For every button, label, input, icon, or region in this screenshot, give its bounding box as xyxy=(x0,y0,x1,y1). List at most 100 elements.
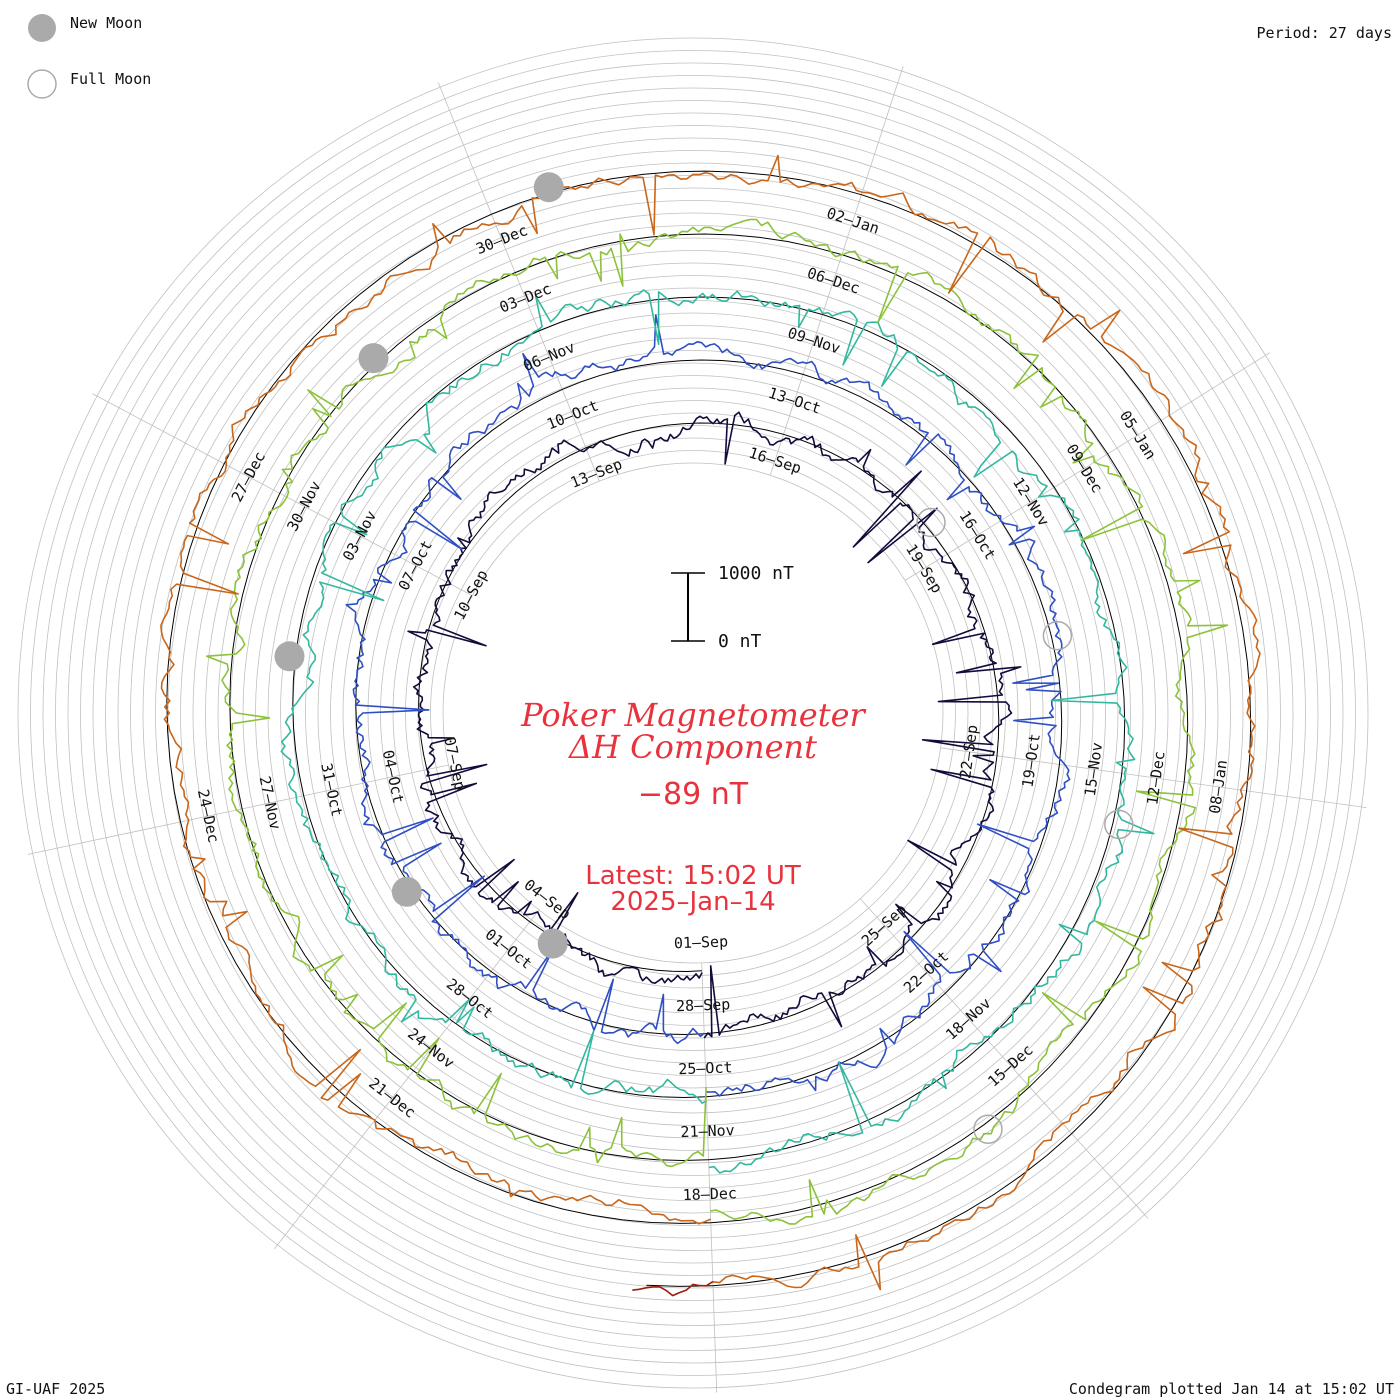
date-label: 25–Sep xyxy=(858,900,910,950)
grid-ring xyxy=(17,37,1369,1389)
current-value: −89 nT xyxy=(638,777,749,812)
latest-date: 2025–Jan–14 xyxy=(610,887,775,917)
grid-ring xyxy=(442,462,944,964)
grid-ring xyxy=(330,350,1056,1076)
data-trace xyxy=(407,411,1022,1039)
date-label: 19–Oct xyxy=(1019,732,1044,788)
date-label: 01–Sep xyxy=(674,932,729,952)
date-label: 16–Sep xyxy=(747,444,804,478)
grid-spoke xyxy=(274,909,540,1250)
grid-spoke xyxy=(92,393,473,596)
new-moon-marker xyxy=(274,641,305,672)
full-moon-marker xyxy=(973,1114,1003,1144)
moon-layer xyxy=(274,172,1134,1144)
chart-title-line2: ΔH Component xyxy=(567,728,817,766)
grid-ring xyxy=(167,187,1219,1239)
baseline-spiral xyxy=(166,170,1252,1287)
grid-ring xyxy=(242,262,1144,1164)
grid-ring xyxy=(380,400,1006,1026)
grid-ring xyxy=(155,175,1231,1251)
grid-spoke xyxy=(859,898,1149,1219)
full-moon-label: Full Moon xyxy=(70,70,151,88)
date-label: 31–Oct xyxy=(317,761,346,818)
date-label: 03–Dec xyxy=(497,280,554,317)
date-label: 25–Oct xyxy=(678,1058,733,1078)
date-label: 18–Dec xyxy=(682,1184,737,1204)
date-label: 30–Dec xyxy=(473,221,530,258)
grid-spoke xyxy=(437,82,600,482)
full-moon-icon xyxy=(27,69,57,99)
grid-ring xyxy=(392,412,994,1014)
grid-ring xyxy=(305,325,1081,1101)
date-label: 22–Sep xyxy=(956,724,981,780)
date-label: 13–Sep xyxy=(568,455,625,492)
date-label: 04–Oct xyxy=(379,748,408,805)
full-moon-marker xyxy=(916,507,946,538)
grid-ring xyxy=(217,237,1169,1189)
date-label: 27–Nov xyxy=(256,775,285,832)
credit-label: GI-UAF 2025 xyxy=(6,1380,105,1398)
new-moon-marker xyxy=(358,343,389,374)
latest-time: Latest: 15:02 UT xyxy=(585,861,801,891)
baseline-spiral xyxy=(292,296,1126,1161)
grid-ring xyxy=(55,75,1331,1351)
grid-ring xyxy=(317,337,1069,1089)
grid-ring xyxy=(117,137,1269,1289)
grid-spoke xyxy=(904,352,1270,581)
date-label: 27–Dec xyxy=(228,449,269,505)
grid-ring xyxy=(192,212,1194,1214)
date-label: 08–Jan xyxy=(1206,759,1231,815)
date-label: 12–Dec xyxy=(1143,750,1168,806)
plotted-label: Condegram plotted Jan 14 at 15:02 UT xyxy=(1069,1380,1394,1398)
grid-ring xyxy=(67,87,1319,1339)
new-moon-icon xyxy=(28,14,56,42)
date-label: 07–Sep xyxy=(440,735,469,792)
date-label: 28–Sep xyxy=(676,995,731,1015)
new-moon-label: New Moon xyxy=(70,14,142,32)
grid-ring xyxy=(80,100,1306,1326)
grid-spoke xyxy=(27,764,449,855)
date-label: 10–Oct xyxy=(544,396,601,433)
data-trace xyxy=(280,289,1155,1174)
grid-ring xyxy=(30,50,1356,1376)
grid-ring xyxy=(255,275,1131,1151)
scale-bar-top-label: 1000 nT xyxy=(718,563,794,584)
date-label: 13–Oct xyxy=(766,384,823,418)
grid-ring xyxy=(130,150,1256,1276)
date-label: 15–Nov xyxy=(1081,741,1106,797)
series-layer xyxy=(160,154,1261,1297)
grid-ring xyxy=(405,425,981,1001)
data-trace xyxy=(205,218,1229,1225)
legend: New Moon Full Moon xyxy=(27,14,151,99)
date-label: 06–Nov xyxy=(521,338,578,375)
full-moon-marker xyxy=(1104,809,1134,840)
grid-spoke xyxy=(940,747,1367,809)
grid-spoke xyxy=(701,962,718,1393)
grid-ring xyxy=(280,300,1106,1126)
grid-ring xyxy=(267,287,1119,1139)
grid-spoke xyxy=(769,66,904,476)
date-label: 24–Dec xyxy=(194,788,223,845)
grid-ring xyxy=(342,362,1044,1064)
scale-bar-bottom-label: 0 nT xyxy=(718,631,762,652)
date-label: 21–Nov xyxy=(680,1121,735,1141)
grid-ring xyxy=(430,450,956,976)
baseline-spiral xyxy=(418,422,1000,1035)
date-label: 22–Oct xyxy=(900,947,952,997)
date-label: 07–Oct xyxy=(395,537,436,593)
scale-bar: 1000 nT 0 nT xyxy=(671,563,794,652)
grid-ring xyxy=(180,200,1206,1226)
new-moon-marker xyxy=(533,172,564,203)
grid-ring xyxy=(205,225,1181,1201)
grid-ring xyxy=(92,112,1294,1314)
period-label: Period: 27 days xyxy=(1257,24,1392,42)
new-moon-marker xyxy=(537,928,568,959)
grid-ring xyxy=(42,62,1344,1364)
date-label: 09–Nov xyxy=(785,324,842,358)
data-trace xyxy=(160,154,1261,1291)
grid-ring xyxy=(355,375,1031,1051)
new-moon-marker xyxy=(391,876,422,907)
grid-ring xyxy=(142,162,1244,1264)
date-label: 10–Sep xyxy=(450,567,491,623)
